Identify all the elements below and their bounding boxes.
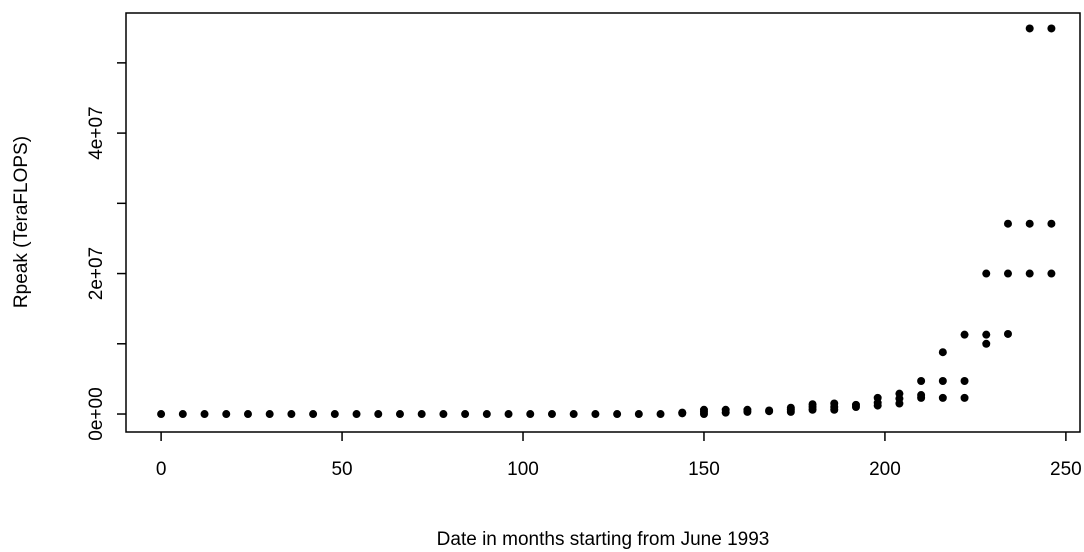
y-tick-label: 4e+07 bbox=[86, 106, 107, 159]
x-tick-label: 0 bbox=[156, 459, 167, 480]
point bbox=[1025, 269, 1034, 278]
point bbox=[526, 410, 535, 419]
point bbox=[243, 410, 252, 419]
point bbox=[352, 410, 361, 419]
point bbox=[982, 330, 991, 339]
point bbox=[656, 410, 665, 419]
point bbox=[634, 410, 643, 419]
y-tick-label: 2e+07 bbox=[86, 247, 107, 300]
x-tick-label: 50 bbox=[331, 459, 352, 480]
point bbox=[569, 410, 578, 419]
x-tick-label: 100 bbox=[507, 459, 539, 480]
point bbox=[678, 408, 687, 417]
point bbox=[873, 393, 882, 402]
y-axis-label: Rpeak (TeraFLOPS) bbox=[11, 136, 32, 308]
point bbox=[482, 410, 491, 419]
point bbox=[1003, 269, 1012, 278]
point bbox=[1025, 24, 1034, 33]
point bbox=[699, 405, 708, 414]
point bbox=[504, 410, 513, 419]
point bbox=[1003, 329, 1012, 338]
point bbox=[808, 400, 817, 409]
point bbox=[461, 410, 470, 419]
point bbox=[591, 410, 600, 419]
point bbox=[960, 393, 969, 402]
point bbox=[765, 406, 774, 415]
point bbox=[743, 405, 752, 414]
point bbox=[1025, 219, 1034, 228]
point bbox=[287, 410, 296, 419]
point bbox=[309, 410, 318, 419]
point bbox=[157, 410, 166, 419]
point bbox=[830, 399, 839, 408]
point bbox=[851, 400, 860, 409]
point bbox=[721, 405, 730, 414]
point bbox=[547, 410, 556, 419]
point bbox=[330, 410, 339, 419]
point bbox=[938, 377, 947, 386]
point bbox=[395, 410, 404, 419]
point bbox=[917, 391, 926, 400]
point bbox=[917, 377, 926, 386]
point bbox=[938, 393, 947, 402]
point bbox=[982, 339, 991, 348]
x-tick-label: 150 bbox=[688, 459, 720, 480]
point bbox=[1003, 219, 1012, 228]
point bbox=[1047, 24, 1056, 33]
point bbox=[1047, 269, 1056, 278]
x-axis-label: Date in months starting from June 1993 bbox=[437, 529, 770, 550]
point bbox=[613, 410, 622, 419]
point bbox=[938, 348, 947, 357]
point bbox=[786, 403, 795, 412]
point bbox=[1047, 219, 1056, 228]
point bbox=[982, 269, 991, 278]
x-tick-label: 200 bbox=[869, 459, 901, 480]
point bbox=[417, 410, 426, 419]
point bbox=[222, 410, 231, 419]
y-tick-label: 0e+00 bbox=[86, 387, 107, 440]
point bbox=[439, 410, 448, 419]
point bbox=[265, 410, 274, 419]
point bbox=[374, 410, 383, 419]
point bbox=[895, 389, 904, 398]
point bbox=[960, 330, 969, 339]
plot-frame bbox=[125, 12, 1081, 433]
point bbox=[178, 410, 187, 419]
x-tick-label: 250 bbox=[1050, 459, 1082, 480]
point bbox=[200, 410, 209, 419]
point bbox=[960, 377, 969, 386]
